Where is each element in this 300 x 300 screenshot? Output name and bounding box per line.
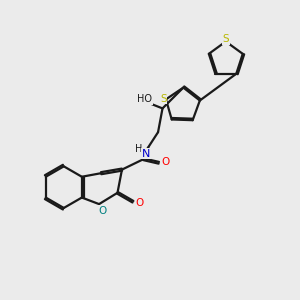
Text: S: S bbox=[160, 94, 167, 104]
Text: O: O bbox=[98, 206, 106, 216]
Text: HO: HO bbox=[137, 94, 152, 104]
Text: N: N bbox=[142, 148, 150, 159]
Text: S: S bbox=[223, 34, 229, 44]
Text: O: O bbox=[161, 157, 170, 167]
Text: H: H bbox=[135, 144, 142, 154]
Text: O: O bbox=[135, 198, 144, 208]
